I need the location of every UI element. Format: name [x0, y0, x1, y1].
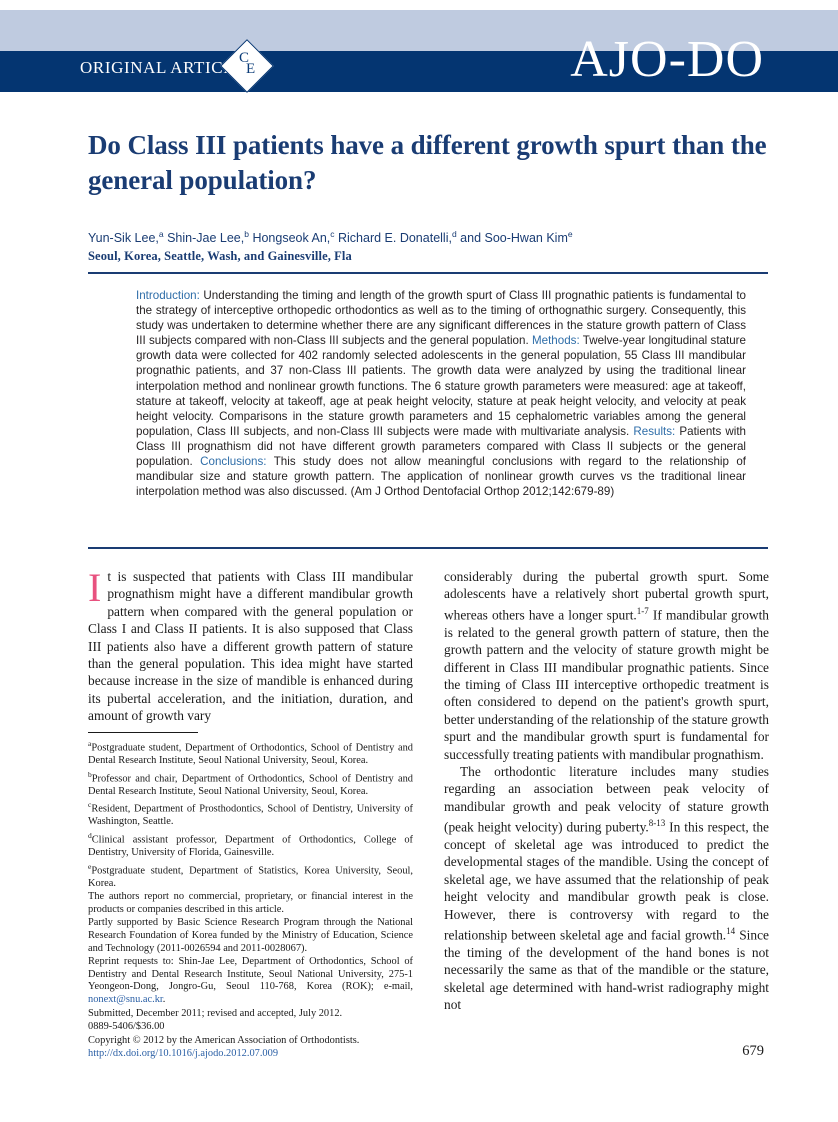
page-title: Do Class III patients have a different g… [88, 130, 767, 195]
author-block: Yun-Sik Lee,a Shin-Jae Lee,b Hongseok An… [88, 228, 768, 264]
intro-paragraph-left-text: t is suspected that patients with Class … [88, 569, 413, 724]
footnote-c: cResident, Department of Prosthodontics,… [88, 799, 413, 829]
ce-credit-letters: C E [228, 47, 264, 83]
footnote-divider [88, 732, 198, 733]
footnote-marker-e: e [88, 861, 92, 871]
abstract-top-rule [88, 272, 768, 274]
abstract-conclusions-text: This study does not allow meaningful con… [136, 455, 746, 499]
footnote-e-text: Postgraduate student, Department of Stat… [88, 865, 413, 889]
abstract-introduction-label: Introduction: [136, 289, 200, 302]
footnote-marker-c: c [88, 800, 92, 810]
abstract-results-label: Results: [633, 424, 676, 438]
footnote-marker-a: a [88, 739, 92, 748]
footnote-a-text: Postgraduate student, Department of Orth… [88, 742, 413, 767]
footnote-d: dClinical assistant professor, Departmen… [88, 830, 413, 860]
ce-letter-c: C [239, 50, 250, 66]
footnote-b-text: Professor and chair, Department of Ortho… [88, 773, 413, 797]
footnote-issn: 0889-5406/$36.00 [88, 1021, 165, 1033]
masthead-light-band [0, 10, 838, 51]
author-locations: Seoul, Korea, Seattle, Wash, and Gainesv… [88, 248, 352, 263]
body-paragraph-1-a: considerably during the pubertal growth … [444, 569, 769, 623]
abstract-bottom-rule [88, 547, 768, 549]
footnote-c-text: Resident, Department of Prosthodontics, … [88, 803, 413, 828]
body-paragraph-1-b: If mandibular growth is related to the g… [444, 607, 770, 762]
ce-letter-e: E [246, 61, 256, 77]
footnote-marker-d: d [88, 830, 92, 840]
reprint-text-pre: Reprint requests to: Shin-Jae Lee, Depar… [88, 956, 413, 993]
body-paragraph-2-c: Since the timing of the development of t… [444, 927, 769, 1013]
footnote-copyright: Copyright © 2012 by the American Associa… [88, 1034, 360, 1046]
abstract: Introduction: Understanding the timing a… [136, 288, 746, 499]
title-block: Do Class III patients have a different g… [88, 128, 768, 197]
citation-ref-8-13[interactable]: 8-13 [648, 818, 666, 829]
author-names: Yun-Sik Lee,a Shin-Jae Lee,b Hongseok An… [88, 229, 573, 246]
footnote-a: aPostgraduate student, Department of Ort… [88, 738, 413, 768]
footnote-doi-link[interactable]: http://dx.doi.org/10.1016/j.ajodo.2012.0… [88, 1048, 413, 1061]
journal-logo: AJO-DO [570, 31, 764, 88]
footnote-b: bProfessor and chair, Department of Orth… [88, 769, 413, 799]
footnote-disclosure: The authors report no commercial, propri… [88, 891, 413, 915]
body-column-right: considerably during the pubertal growth … [444, 568, 769, 1014]
abstract-introduction-text: Understanding the timing and length of t… [136, 289, 746, 348]
drop-cap: I [88, 565, 102, 610]
body-paragraph-2-a: The orthodontic literature includes many… [444, 763, 769, 835]
section-label: ORIGINAL ARTICLE [80, 58, 246, 77]
abstract-methods-text: Twelve-year longitudinal stature growth … [136, 334, 746, 438]
reprint-email-link[interactable]: nonext@snu.ac.kr [88, 994, 163, 1006]
body-paragraph-1-right: considerably during the pubertal growth … [444, 568, 769, 763]
abstract-conclusions-label: Conclusions: [200, 455, 267, 469]
citation-ref-1-7[interactable]: 1-7 [636, 605, 649, 616]
page-number: 679 [742, 1043, 764, 1059]
footnote-submitted-dates: Submitted, December 2011; revised and ac… [88, 1007, 343, 1019]
doi-url[interactable]: http://dx.doi.org/10.1016/j.ajodo.2012.0… [88, 1048, 279, 1060]
footnotes-block: aPostgraduate student, Department of Ort… [88, 732, 413, 1062]
citation-ref-14[interactable]: 14 [726, 926, 736, 937]
footnote-d-text: Clinical assistant professor, Department… [88, 834, 413, 859]
footnote-reprint-requests: Reprint requests to: Shin-Jae Lee, Depar… [88, 956, 413, 1006]
abstract-methods-label: Methods: [531, 334, 580, 348]
reprint-text-post: . [162, 994, 166, 1006]
body-paragraph-2-b: In this respect, the concept of skeletal… [444, 819, 769, 943]
footnote-e: ePostgraduate student, Department of Sta… [88, 861, 413, 891]
body-paragraph-2-right: The orthodontic literature includes many… [444, 763, 769, 1014]
footnote-funding: Partly supported by Basic Science Resear… [88, 917, 413, 954]
masthead: ORIGINAL ARTICLE C E AJO-DO [0, 0, 838, 112]
masthead-navy-bar [0, 51, 838, 92]
footnote-marker-b: b [88, 769, 92, 779]
abstract-results-text: Patients with Class III prognathism did … [136, 424, 747, 469]
